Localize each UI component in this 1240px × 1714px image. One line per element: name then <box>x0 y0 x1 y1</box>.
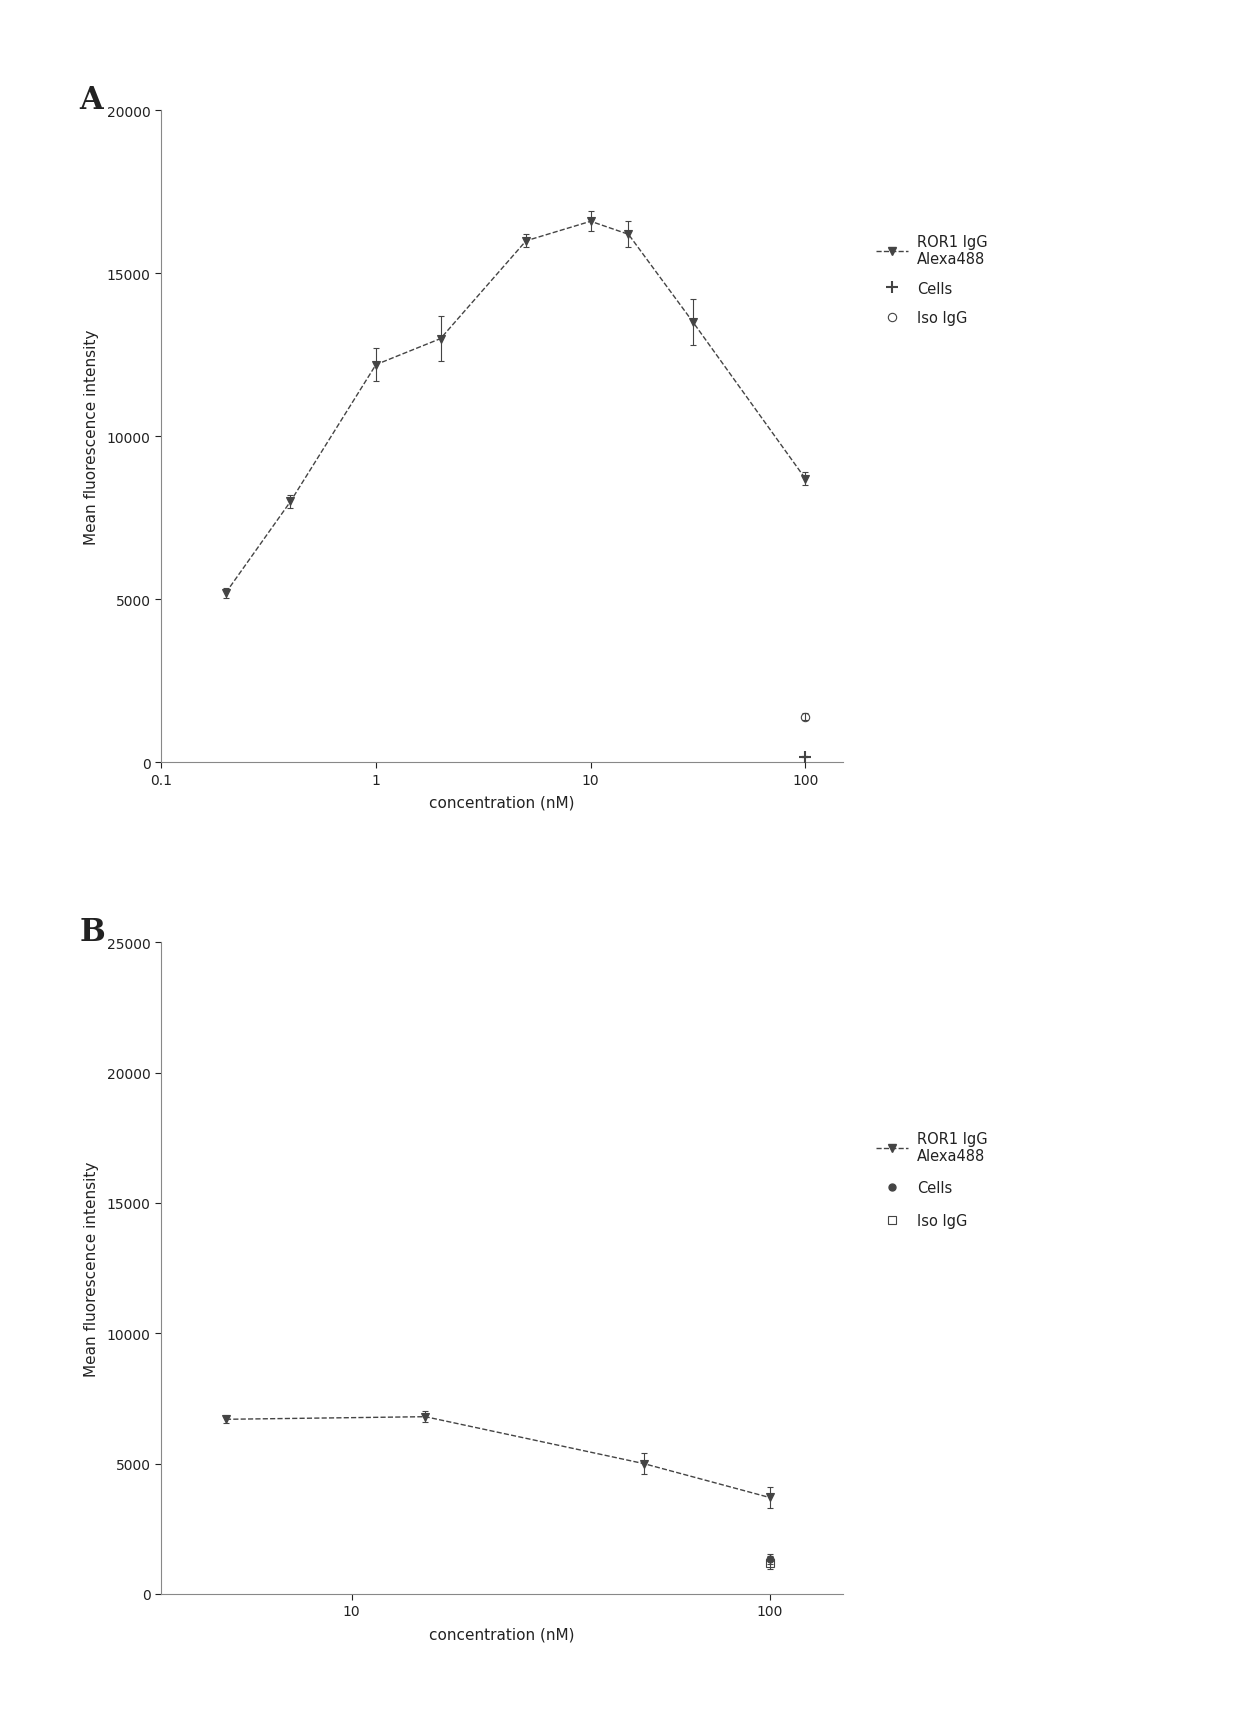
Text: A: A <box>79 86 103 117</box>
Y-axis label: Mean fluorescence intensity: Mean fluorescence intensity <box>83 1160 98 1376</box>
X-axis label: concentration (nM): concentration (nM) <box>429 1627 575 1642</box>
Legend: ROR1 IgG
Alexa488, Cells, Iso IgG: ROR1 IgG Alexa488, Cells, Iso IgG <box>870 1124 993 1234</box>
Legend: ROR1 IgG
Alexa488, Cells, Iso IgG: ROR1 IgG Alexa488, Cells, Iso IgG <box>870 228 993 333</box>
Y-axis label: Mean fluorescence intensity: Mean fluorescence intensity <box>83 329 98 545</box>
X-axis label: concentration (nM): concentration (nM) <box>429 795 575 811</box>
Text: B: B <box>79 917 105 948</box>
